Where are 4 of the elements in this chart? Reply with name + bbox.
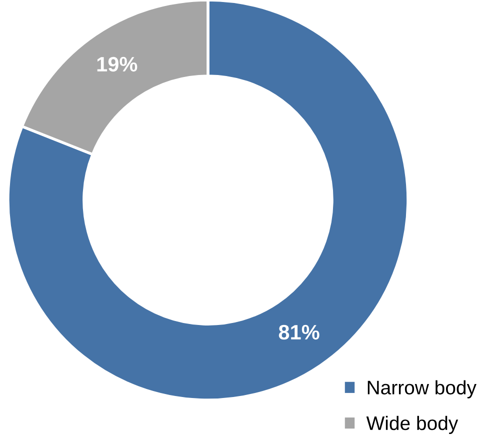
data-label: 19%	[97, 56, 138, 72]
data-label: 81%	[278, 324, 320, 340]
legend-label: Narrow body	[368, 380, 476, 398]
legend-label: Wide body	[366, 416, 458, 434]
